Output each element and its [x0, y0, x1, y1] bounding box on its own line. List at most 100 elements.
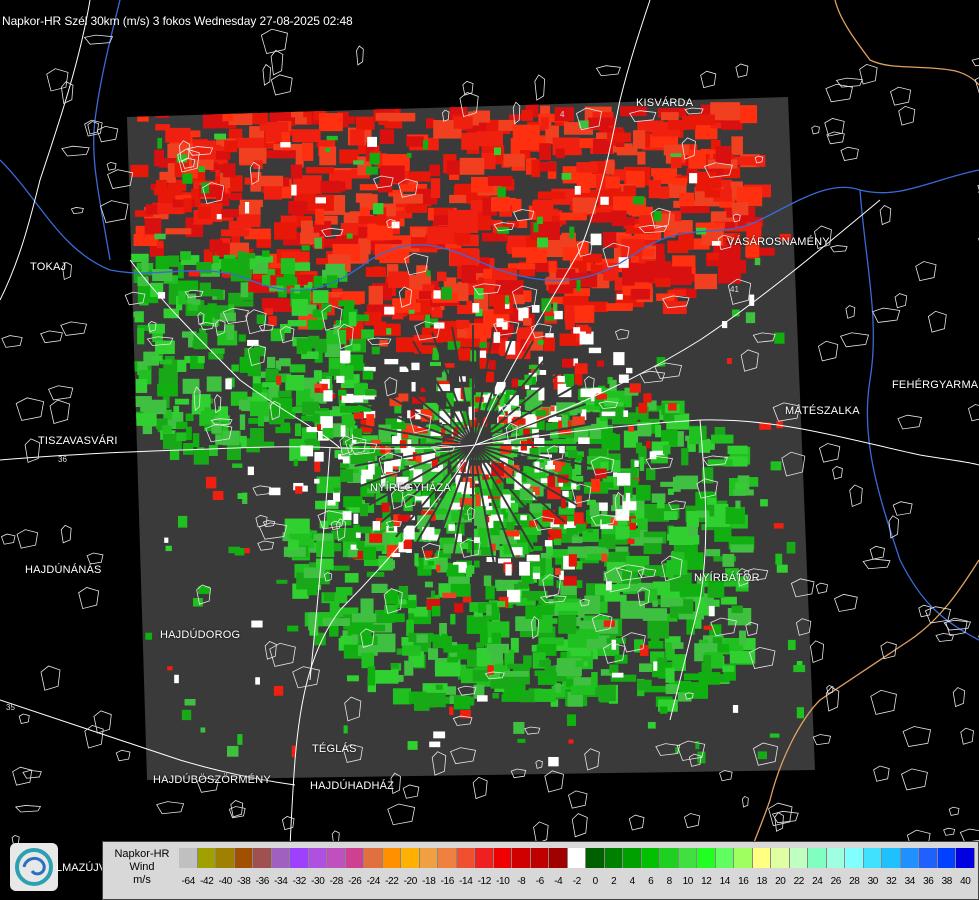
echo-cell: [381, 536, 392, 555]
settlement-outline: [839, 332, 870, 348]
echo-cell: [473, 423, 481, 437]
echo-cell: [431, 510, 436, 521]
echo-cell: [376, 207, 387, 226]
echo-cell: [630, 288, 650, 300]
radar-spoke: [472, 326, 495, 446]
echo-cell: [276, 276, 298, 286]
echo-cell: [331, 530, 354, 540]
echo-cell: [564, 288, 591, 297]
radar-spoke: [472, 352, 551, 446]
echo-cell: [279, 358, 291, 367]
echo-cell: [668, 571, 674, 580]
echo-cell: [644, 588, 658, 603]
radar-spoke: [472, 444, 551, 538]
settlement-outline: [384, 377, 398, 397]
echo-cell: [341, 414, 355, 428]
echo-cell: [625, 227, 655, 234]
echo-cell: [157, 292, 166, 299]
echo-cell: [244, 177, 256, 185]
echo-cell: [631, 518, 638, 523]
echo-cell: [686, 682, 709, 699]
echo-cell: [434, 662, 461, 677]
echo-cell: [390, 663, 399, 669]
echo-cell: [188, 271, 200, 277]
settlement-outline: [590, 456, 615, 476]
echo-cell: [686, 288, 697, 299]
echo-cell: [191, 299, 201, 305]
echo-cell: [514, 534, 521, 540]
echo-cell: [485, 371, 494, 383]
echo-cell: [145, 632, 153, 640]
settlement-outline: [524, 726, 541, 735]
settlement-outline: [615, 564, 645, 581]
echo-cell: [289, 406, 305, 413]
legend-swatch: [216, 848, 235, 868]
echo-cell: [549, 431, 559, 439]
echo-cell: [679, 583, 704, 597]
echo-cell: [442, 479, 451, 485]
echo-cell: [155, 124, 171, 131]
echo-cell: [384, 328, 392, 335]
echo-cell: [411, 229, 426, 238]
settlement-outline: [534, 74, 546, 101]
echo-cell: [204, 407, 212, 422]
echo-cell: [536, 643, 557, 656]
echo-cell: [145, 204, 160, 215]
echo-cell: [675, 475, 698, 490]
settlement-outline: [637, 587, 650, 607]
echo-cell: [529, 520, 538, 527]
settlement-outline: [356, 45, 364, 66]
echo-cell: [609, 379, 617, 392]
echo-cell: [576, 408, 582, 414]
echo-cell: [475, 396, 484, 403]
settlement-outline: [745, 621, 759, 637]
echo-cell: [240, 282, 249, 298]
echo-cell: [650, 454, 668, 464]
settlement-outline: [249, 161, 260, 186]
echo-cell: [523, 655, 532, 668]
echo-cell: [214, 133, 227, 140]
echo-cell: [464, 514, 476, 520]
echo-cell: [300, 232, 320, 245]
radar-echo-layer: [130, 100, 806, 767]
settlement-outline: [337, 323, 354, 350]
echo-cell: [492, 268, 518, 280]
settlement-outline: [214, 319, 226, 336]
echo-cell: [458, 413, 473, 426]
echo-cell: [513, 583, 519, 592]
echo-cell: [466, 300, 473, 307]
echo-cell: [615, 509, 630, 521]
echo-cell: [175, 421, 188, 429]
echo-cell: [312, 290, 329, 304]
echo-cell: [707, 586, 718, 597]
echo-cell: [348, 549, 358, 558]
settlement-outline: [279, 325, 295, 344]
echo-cell: [625, 170, 645, 188]
echo-cell: [436, 564, 441, 572]
echo-cell: [705, 549, 721, 557]
radar-spoke: [472, 340, 534, 446]
radar-spoke: [395, 444, 474, 538]
settlement-outline: [459, 539, 481, 558]
echo-cell: [438, 384, 450, 392]
echo-cell: [313, 220, 332, 237]
echo-cell: [267, 268, 276, 275]
echo-cell: [378, 424, 392, 443]
settlement-outline: [535, 759, 543, 769]
settlement-outline: [24, 438, 41, 463]
echo-cell: [477, 537, 490, 549]
echo-cell: [348, 314, 370, 322]
echo-cell: [540, 478, 550, 484]
echo-cell: [775, 553, 783, 565]
echo-cell: [451, 451, 463, 461]
echo-cell: [543, 337, 555, 352]
settlement-outline: [621, 632, 646, 653]
echo-cell: [519, 561, 530, 576]
echo-cell: [646, 468, 656, 481]
city-label-hajdudorog: HAJDÚDOROG: [160, 629, 241, 641]
echo-cell: [155, 105, 169, 118]
city-label-nyiregyhaza: NYÍREGYHÁZA: [370, 482, 452, 494]
echo-cell: [601, 411, 616, 417]
echo-cell: [398, 585, 409, 600]
